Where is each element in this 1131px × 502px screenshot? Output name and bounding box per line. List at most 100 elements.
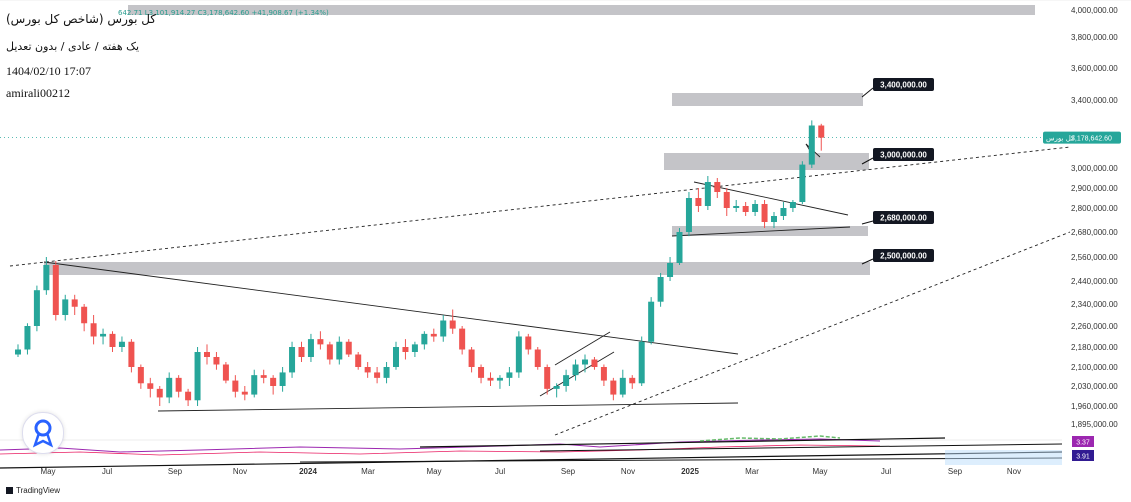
candle-body [100, 333, 107, 337]
candle-body [676, 232, 683, 263]
candle-body [771, 216, 777, 222]
candle-body [496, 377, 503, 381]
candle-body [298, 347, 305, 357]
x-tick-label: 2025 [681, 467, 699, 476]
y-tick-label: 2,560,000.00 [1071, 253, 1118, 262]
candle-body [799, 164, 806, 202]
candle-body [147, 383, 154, 389]
y-tick-label: 1,895,000.00 [1071, 420, 1118, 429]
candle-body [213, 357, 220, 365]
candle-body [52, 265, 59, 315]
indicator-highlight [945, 450, 1062, 465]
level-label-box [873, 148, 934, 161]
candle-body [393, 347, 399, 367]
indicator-pane [0, 435, 1063, 469]
y-tick-label: 1,960,000.00 [1071, 402, 1118, 411]
level-labels: 3,400,000.00 3,000,000.00 2,680,000.00 2,50… [861, 78, 934, 265]
candle-body [374, 372, 381, 378]
y-tick-label: 3,000,000.00 [1071, 164, 1118, 173]
candle-body [515, 336, 522, 373]
y-tick-label: 4,000,000.00 [1071, 6, 1118, 15]
x-axis[interactable]: May Jul Sep Nov 2024 Mar May Jul Sep Nov 2025 Mar Ma… [40, 467, 1021, 476]
candle-body [421, 333, 428, 345]
candle-body [411, 344, 418, 352]
candle-body [553, 386, 560, 389]
candle-body [468, 349, 475, 367]
candle-body [24, 326, 31, 350]
candle-body [383, 367, 390, 378]
chart-username: amirali00212 [6, 86, 70, 100]
x-tick-label: May [426, 467, 441, 476]
level-pointer [861, 157, 874, 165]
candle-body [459, 328, 466, 350]
candle-body [118, 341, 125, 347]
indicator-line-pink [0, 444, 881, 456]
candle-body [600, 367, 607, 381]
grid [0, 0, 1131, 1]
candle-body [232, 380, 239, 392]
candle-body [695, 198, 702, 206]
x-tick-label: Nov [621, 467, 635, 476]
candle-body [525, 336, 532, 350]
candle-body [591, 359, 598, 367]
level-label-text: 3,400,000.00 [880, 81, 927, 90]
candle-body [752, 204, 759, 212]
candle-body [582, 359, 588, 365]
level-pointer [861, 220, 874, 225]
y-tick-label: 2,800,000.00 [1071, 204, 1118, 213]
level-label-box [873, 249, 934, 262]
indicator-trend-2 [0, 451, 1063, 469]
candle-body [71, 299, 78, 307]
indicator-value-text: 3.37 [1076, 440, 1090, 447]
candle-body [685, 198, 692, 232]
candle-body [43, 265, 50, 291]
candle-body [137, 367, 144, 384]
chart-subtitle: یک هفته / عادی / بدون تعدیل [6, 40, 140, 53]
level-label-box [873, 78, 934, 91]
y-tick-label: 2,900,000.00 [1071, 184, 1118, 193]
x-tick-label: Sep [948, 467, 963, 476]
tradingview-mark-icon [6, 487, 13, 495]
candle-series [15, 120, 825, 406]
candle-body [336, 341, 343, 360]
candle-body [534, 349, 541, 367]
x-tick-label: May [40, 467, 55, 476]
candle-body [364, 367, 371, 373]
level-label-text: 2,680,000.00 [880, 214, 927, 223]
candle-body [619, 377, 626, 395]
candle-body [355, 354, 362, 367]
channel-upper [554, 331, 611, 366]
y-tick-label: 2,680,000.00 [1071, 228, 1118, 237]
x-tick-label: Mar [745, 467, 759, 476]
x-tick-label: Mar [361, 467, 375, 476]
zone-4000000 [128, 5, 1035, 15]
candle-body [610, 380, 617, 395]
candle-body [808, 125, 815, 165]
candle-body [648, 301, 655, 342]
x-tick-label: Nov [1007, 467, 1021, 476]
y-tick-label: 2,030,000.00 [1071, 382, 1118, 391]
indicator-trend-1 [419, 437, 946, 448]
x-tick-label: Sep [561, 467, 576, 476]
candle-body [657, 277, 664, 302]
candle-body [478, 367, 485, 378]
tradingview-logo-icon[interactable] [22, 412, 64, 454]
candle-body [563, 375, 570, 386]
candle-body [289, 347, 296, 373]
candle-body [166, 377, 173, 398]
x-tick-label: Sep [168, 467, 183, 476]
x-tick-label: Jul [102, 467, 112, 476]
candle-body [194, 352, 201, 401]
candle-body [15, 349, 21, 355]
candle-body [629, 377, 636, 384]
candle-body [251, 375, 258, 395]
x-tick-label: May [812, 467, 827, 476]
candle-body [279, 372, 286, 386]
y-axis[interactable]: 4,000,000.00 3,800,000.00 3,600,000.00 3,40… [1043, 6, 1121, 461]
level-label-box [873, 211, 934, 224]
y-tick-label: 3,400,000.00 [1071, 96, 1118, 105]
level-pointer [861, 87, 874, 98]
candle-body [704, 182, 711, 206]
